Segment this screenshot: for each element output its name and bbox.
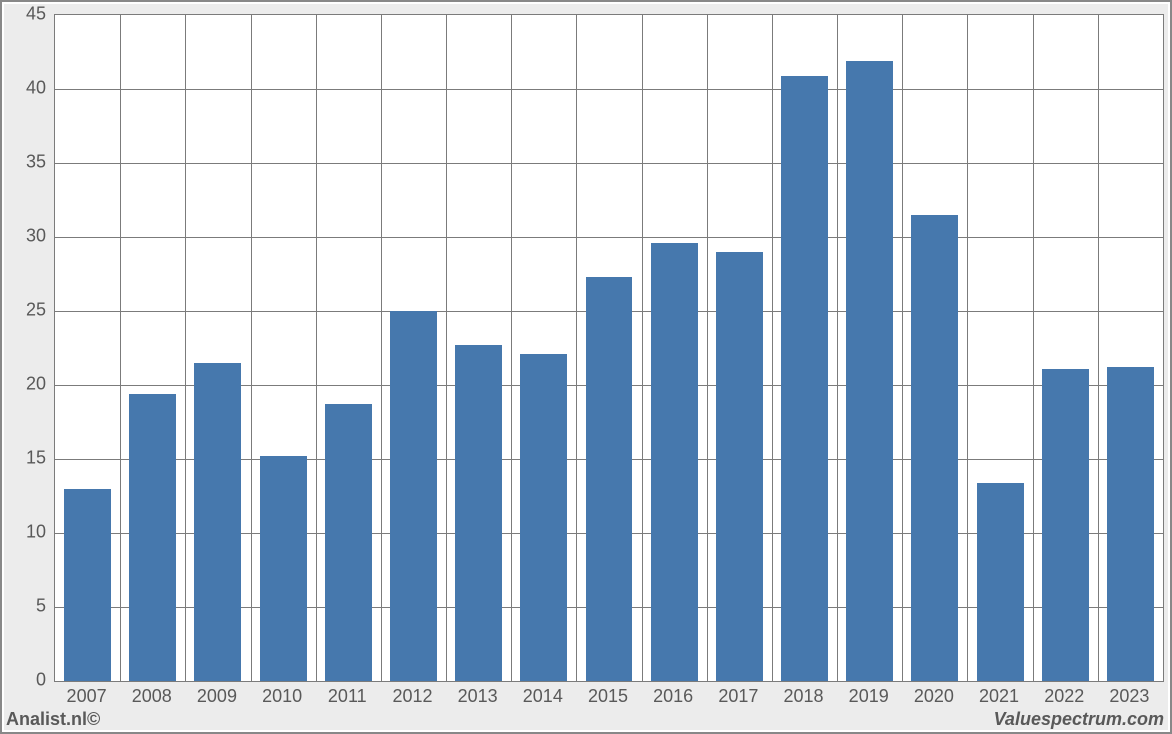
gridline-vertical xyxy=(381,15,382,681)
x-tick-label: 2023 xyxy=(1109,686,1149,707)
bar xyxy=(651,243,698,681)
y-tick-label: 35 xyxy=(4,152,46,173)
x-tick-label: 2015 xyxy=(588,686,628,707)
gridline-vertical xyxy=(772,15,773,681)
bar xyxy=(716,252,763,681)
gridline-vertical xyxy=(642,15,643,681)
bar xyxy=(1107,367,1154,681)
x-tick-label: 2017 xyxy=(718,686,758,707)
x-tick-label: 2014 xyxy=(523,686,563,707)
bar xyxy=(846,61,893,681)
y-tick-label: 40 xyxy=(4,78,46,99)
bar xyxy=(325,404,372,681)
bar xyxy=(260,456,307,681)
gridline-vertical xyxy=(185,15,186,681)
x-tick-label: 2008 xyxy=(132,686,172,707)
x-tick-label: 2009 xyxy=(197,686,237,707)
y-tick-label: 30 xyxy=(4,226,46,247)
bar xyxy=(1042,369,1089,681)
bar xyxy=(911,215,958,681)
footer-right-credit: Valuespectrum.com xyxy=(994,709,1164,730)
bar xyxy=(977,483,1024,681)
bar xyxy=(455,345,502,681)
gridline-horizontal xyxy=(55,237,1163,238)
gridline-vertical xyxy=(967,15,968,681)
gridline-vertical xyxy=(837,15,838,681)
chart-outer-bg: 0 5 10 15 20 25 30 35 40 45 2007 2008 2009 2010 2011 2… xyxy=(4,4,1168,730)
y-tick-label: 0 xyxy=(4,670,46,691)
bar xyxy=(64,489,111,681)
y-tick-label: 25 xyxy=(4,300,46,321)
x-tick-label: 2011 xyxy=(328,686,367,707)
x-tick-label: 2013 xyxy=(458,686,498,707)
y-tick-label: 20 xyxy=(4,374,46,395)
gridline-vertical xyxy=(511,15,512,681)
x-tick-label: 2012 xyxy=(392,686,432,707)
bar xyxy=(520,354,567,681)
gridline-vertical xyxy=(316,15,317,681)
x-tick-label: 2019 xyxy=(849,686,889,707)
gridline-vertical xyxy=(902,15,903,681)
gridline-vertical xyxy=(446,15,447,681)
gridline-vertical xyxy=(1033,15,1034,681)
bar xyxy=(129,394,176,681)
plot-area xyxy=(54,14,1164,682)
gridline-horizontal xyxy=(55,89,1163,90)
bar xyxy=(781,76,828,681)
x-tick-label: 2007 xyxy=(67,686,107,707)
x-tick-label: 2018 xyxy=(783,686,823,707)
gridline-horizontal xyxy=(55,163,1163,164)
bar xyxy=(586,277,633,681)
gridline-vertical xyxy=(1098,15,1099,681)
x-tick-label: 2022 xyxy=(1044,686,1084,707)
gridline-vertical xyxy=(707,15,708,681)
x-tick-label: 2016 xyxy=(653,686,693,707)
footer-left-credit: Analist.nl© xyxy=(6,709,100,730)
bar xyxy=(194,363,241,681)
x-tick-label: 2010 xyxy=(262,686,302,707)
y-tick-label: 45 xyxy=(4,4,46,25)
gridline-vertical xyxy=(251,15,252,681)
y-tick-label: 10 xyxy=(4,522,46,543)
x-tick-label: 2021 xyxy=(979,686,1019,707)
gridline-vertical xyxy=(576,15,577,681)
gridline-vertical xyxy=(120,15,121,681)
x-tick-label: 2020 xyxy=(914,686,954,707)
chart-frame: 0 5 10 15 20 25 30 35 40 45 2007 2008 2009 2010 2011 2… xyxy=(0,0,1172,734)
y-tick-label: 5 xyxy=(4,596,46,617)
y-tick-label: 15 xyxy=(4,448,46,469)
bar xyxy=(390,311,437,681)
